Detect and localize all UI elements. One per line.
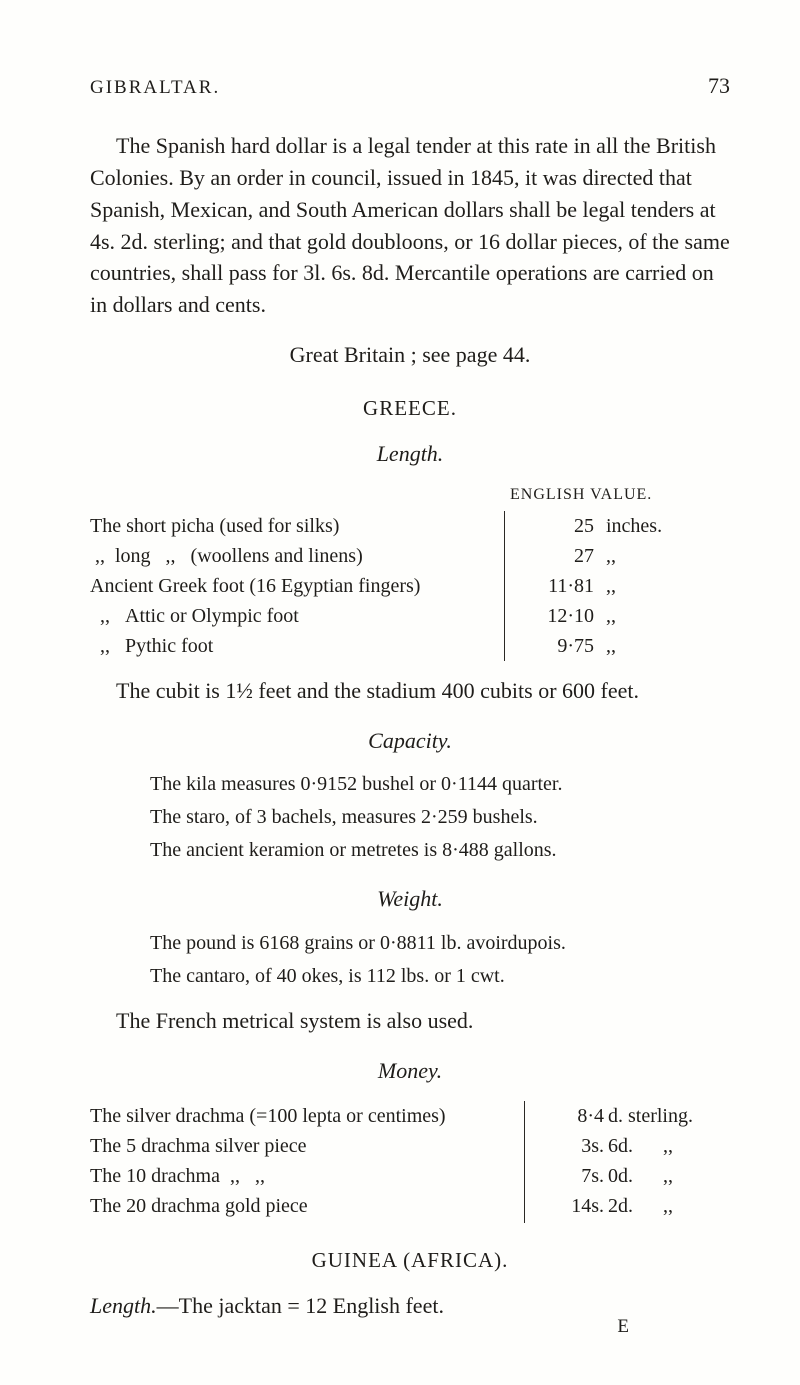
body-paragraph-1: The Spanish hard dollar is a legal tende… [90,130,730,321]
greece-heading: GREECE. [90,393,730,423]
capacity-line: The kila measures 0·9152 bushel or 0·114… [150,770,730,799]
money-unit: d. sterling. [608,1101,693,1131]
length-label: ,, Attic or Olympic foot [90,601,508,631]
table-row: The 5 drachma silver piece 3s. 6d. ,, [90,1131,730,1161]
length-unit: ,, [600,571,616,601]
running-head: GIBRALTAR. [90,74,220,102]
money-unit: 6d. ,, [608,1131,673,1161]
capacity-subhead: Capacity. [90,725,730,757]
length-unit: ,, [600,601,616,631]
table-divider [524,1101,525,1223]
table-row: The short picha (used for silks) 25 inch… [90,511,730,541]
capacity-line: The ancient keramion or metretes is 8·48… [150,836,730,865]
guinea-length-rest: —The jacktan = 12 English feet. [157,1293,444,1318]
table-divider [504,511,505,661]
guinea-length-label: Length. [90,1293,157,1318]
weight-block: The pound is 6168 grains or 0·8811 lb. a… [150,929,730,991]
table-row: ,, long ,, (woollens and linens) 27 ,, [90,541,730,571]
signature-mark: E [617,1313,630,1341]
length-label: ,, long ,, (woollens and linens) [90,541,508,571]
money-value: 14s. [560,1191,608,1221]
table-row: Ancient Greek foot (16 Egyptian fingers)… [90,571,730,601]
length-label: ,, Pythic foot [90,631,508,661]
length-subhead: Length. [90,438,730,470]
length-label: The short picha (used for silks) [90,511,508,541]
weight-line: The pound is 6168 grains or 0·8811 lb. a… [150,929,730,958]
table-row: The 20 drachma gold piece 14s. 2d. ,, [90,1191,730,1221]
length-unit: inches. [600,511,662,541]
length-value: 27 [540,541,600,571]
money-value: 8·4 [560,1101,608,1131]
money-unit: 0d. ,, [608,1161,673,1191]
weight-line: The cantaro, of 40 okes, is 112 lbs. or … [150,962,730,991]
table-row: The silver drachma (=100 lepta or centim… [90,1101,730,1131]
table-row: ,, Attic or Olympic foot 12·10 ,, [90,601,730,631]
money-label: The 10 drachma ,, ,, [90,1161,528,1191]
great-britain-line: Great Britain ; see page 44. [90,339,730,371]
table-row: ,, Pythic foot 9·75 ,, [90,631,730,661]
length-table: ENGLISH VALUE. The short picha (used for… [90,483,730,660]
length-value: 11·81 [540,571,600,601]
length-value: 12·10 [540,601,600,631]
table-row: The 10 drachma ,, ,, 7s. 0d. ,, [90,1161,730,1191]
money-unit: 2d. ,, [608,1191,673,1221]
money-label: The 5 drachma silver piece [90,1131,528,1161]
length-label: Ancient Greek foot (16 Egyptian fingers) [90,571,508,601]
money-label: The silver drachma (=100 lepta or centim… [90,1101,528,1131]
guinea-heading: GUINEA (AFRICA). [90,1245,730,1275]
money-label: The 20 drachma gold piece [90,1191,528,1221]
length-unit: ,, [600,541,616,571]
weight-subhead: Weight. [90,883,730,915]
french-line: The French metrical system is also used. [90,1005,730,1037]
capacity-block: The kila measures 0·9152 bushel or 0·114… [150,770,730,865]
capacity-line: The staro, of 3 bachels, measures 2·259 … [150,803,730,832]
length-unit: ,, [600,631,616,661]
page-number: 73 [708,70,730,102]
cubit-line: The cubit is 1½ feet and the stadium 400… [90,675,730,707]
money-value: 3s. [560,1131,608,1161]
english-value-label: ENGLISH VALUE. [90,483,730,506]
length-value: 25 [540,511,600,541]
guinea-length-line: Length.—The jacktan = 12 English feet. [90,1290,730,1322]
page-header: GIBRALTAR. 73 [90,70,730,102]
money-value: 7s. [560,1161,608,1191]
money-subhead: Money. [90,1055,730,1087]
length-value: 9·75 [540,631,600,661]
